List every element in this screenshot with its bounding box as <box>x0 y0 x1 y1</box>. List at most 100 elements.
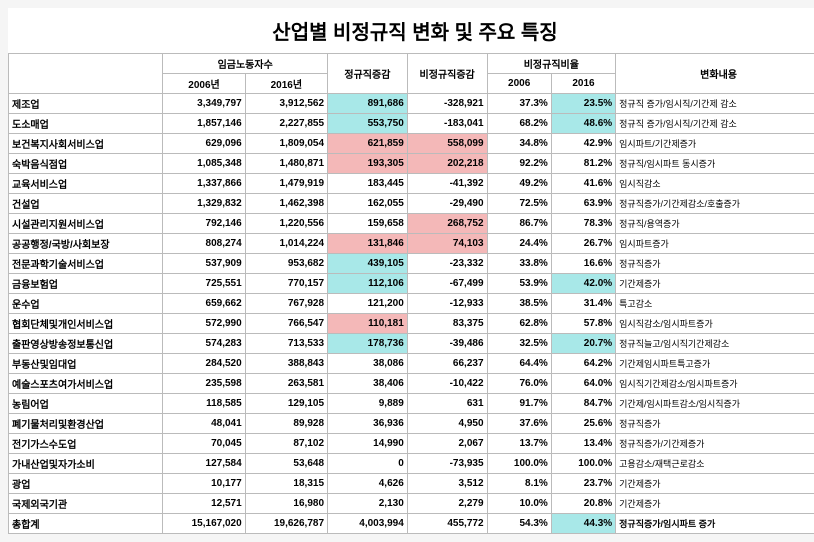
reg-delta: 553,750 <box>328 114 408 134</box>
ratio-2006: 38.5% <box>487 294 551 314</box>
table-row: 협회단체및개인서비스업572,990766,547110,18183,37562… <box>9 314 814 334</box>
workers-2016: 770,157 <box>245 274 327 294</box>
row-name: 광업 <box>9 474 163 494</box>
workers-2016: 1,220,556 <box>245 214 327 234</box>
ratio-2016: 63.9% <box>551 194 615 214</box>
ratio-2016: 64.0% <box>551 374 615 394</box>
total-irr: 455,772 <box>407 514 487 534</box>
ratio-2016: 20.7% <box>551 334 615 354</box>
irreg-delta: 558,099 <box>407 134 487 154</box>
row-desc: 정규직 증가/임시직/기간제 감소 <box>616 114 814 134</box>
ratio-2016: 23.5% <box>551 94 615 114</box>
workers-2006: 284,520 <box>163 354 245 374</box>
workers-2006: 659,662 <box>163 294 245 314</box>
table-row: 전기가스수도업70,04587,10214,9902,06713.7%13.4%… <box>9 434 814 454</box>
workers-2006: 1,085,348 <box>163 154 245 174</box>
irreg-delta: 631 <box>407 394 487 414</box>
reg-delta: 621,859 <box>328 134 408 154</box>
row-name: 도소매업 <box>9 114 163 134</box>
row-desc: 정규직증가/기간제감소/호출증가 <box>616 194 814 214</box>
workers-2006: 574,283 <box>163 334 245 354</box>
ratio-2016: 42.9% <box>551 134 615 154</box>
workers-2016: 388,843 <box>245 354 327 374</box>
workers-2006: 1,337,866 <box>163 174 245 194</box>
workers-2006: 10,177 <box>163 474 245 494</box>
irreg-delta: -10,422 <box>407 374 487 394</box>
table-row: 공공행정/국방/사회보장808,2741,014,224131,84674,10… <box>9 234 814 254</box>
workers-2006: 1,857,146 <box>163 114 245 134</box>
irreg-delta: -23,332 <box>407 254 487 274</box>
reg-delta: 121,200 <box>328 294 408 314</box>
workers-2016: 766,547 <box>245 314 327 334</box>
irreg-delta: 74,103 <box>407 234 487 254</box>
ratio-2006: 8.1% <box>487 474 551 494</box>
workers-2006: 572,990 <box>163 314 245 334</box>
table-row: 국제외국기관12,57116,9802,1302,27910.0%20.8%기간… <box>9 494 814 514</box>
total-desc: 정규직증가/임시파트 증가 <box>616 514 814 534</box>
page-title: 산업별 비정규직 변화 및 주요 특징 <box>8 8 814 53</box>
row-name: 가내산업및자가소비 <box>9 454 163 474</box>
ratio-2006: 62.8% <box>487 314 551 334</box>
table-row: 광업10,17718,3154,6263,5128.1%23.7%기간제증가 <box>9 474 814 494</box>
row-desc: 정규직 증가/임시직/기간제 감소 <box>616 94 814 114</box>
total-name: 총합계 <box>9 514 163 534</box>
table-row: 운수업659,662767,928121,200-12,93338.5%31.4… <box>9 294 814 314</box>
workers-2006: 808,274 <box>163 234 245 254</box>
row-name: 협회단체및개인서비스업 <box>9 314 163 334</box>
header-change: 변화내용 <box>616 54 814 94</box>
workers-2016: 89,928 <box>245 414 327 434</box>
reg-delta: 178,736 <box>328 334 408 354</box>
workers-2006: 1,329,832 <box>163 194 245 214</box>
ratio-2016: 23.7% <box>551 474 615 494</box>
row-desc: 정규직증가/기간제증가 <box>616 434 814 454</box>
header-blank <box>9 54 163 94</box>
ratio-2006: 92.2% <box>487 154 551 174</box>
irreg-delta: -29,490 <box>407 194 487 214</box>
ratio-2016: 31.4% <box>551 294 615 314</box>
header-r2006: 2006 <box>487 74 551 94</box>
ratio-2016: 41.6% <box>551 174 615 194</box>
ratio-2016: 57.8% <box>551 314 615 334</box>
workers-2016: 16,980 <box>245 494 327 514</box>
irreg-delta: -12,933 <box>407 294 487 314</box>
row-name: 농림어업 <box>9 394 163 414</box>
row-name: 예술스포츠여가서비스업 <box>9 374 163 394</box>
ratio-2016: 78.3% <box>551 214 615 234</box>
irreg-delta: -328,921 <box>407 94 487 114</box>
row-desc: 임시파트/기간제증가 <box>616 134 814 154</box>
ratio-2006: 76.0% <box>487 374 551 394</box>
workers-2016: 263,581 <box>245 374 327 394</box>
workers-2016: 53,648 <box>245 454 327 474</box>
ratio-2016: 100.0% <box>551 454 615 474</box>
irreg-delta: 3,512 <box>407 474 487 494</box>
row-name: 금융보험업 <box>9 274 163 294</box>
reg-delta: 4,626 <box>328 474 408 494</box>
ratio-2006: 32.5% <box>487 334 551 354</box>
total-p06: 54.3% <box>487 514 551 534</box>
workers-2006: 792,146 <box>163 214 245 234</box>
ratio-2016: 16.6% <box>551 254 615 274</box>
workers-2016: 1,462,398 <box>245 194 327 214</box>
table-row: 농림어업118,585129,1059,88963191.7%84.7%기간제/… <box>9 394 814 414</box>
header-2016: 2016년 <box>245 74 327 94</box>
table-row: 보건복지사회서비스업629,0961,809,054621,859558,099… <box>9 134 814 154</box>
ratio-2006: 86.7% <box>487 214 551 234</box>
workers-2016: 1,480,871 <box>245 154 327 174</box>
reg-delta: 38,086 <box>328 354 408 374</box>
irreg-delta: -39,486 <box>407 334 487 354</box>
workers-2016: 3,912,562 <box>245 94 327 114</box>
workers-2016: 1,479,919 <box>245 174 327 194</box>
row-desc: 기간제/임시파트감소/임시직증가 <box>616 394 814 414</box>
workers-2016: 1,014,224 <box>245 234 327 254</box>
row-desc: 임시직감소/임시파트증가 <box>616 314 814 334</box>
irreg-delta: 268,752 <box>407 214 487 234</box>
row-desc: 정규직늘고/임시직기간제감소 <box>616 334 814 354</box>
workers-2006: 118,585 <box>163 394 245 414</box>
ratio-2006: 53.9% <box>487 274 551 294</box>
ratio-2006: 33.8% <box>487 254 551 274</box>
total-w2006: 15,167,020 <box>163 514 245 534</box>
row-desc: 기간제증가 <box>616 274 814 294</box>
workers-2016: 129,105 <box>245 394 327 414</box>
header-2006: 2006년 <box>163 74 245 94</box>
reg-delta: 38,406 <box>328 374 408 394</box>
